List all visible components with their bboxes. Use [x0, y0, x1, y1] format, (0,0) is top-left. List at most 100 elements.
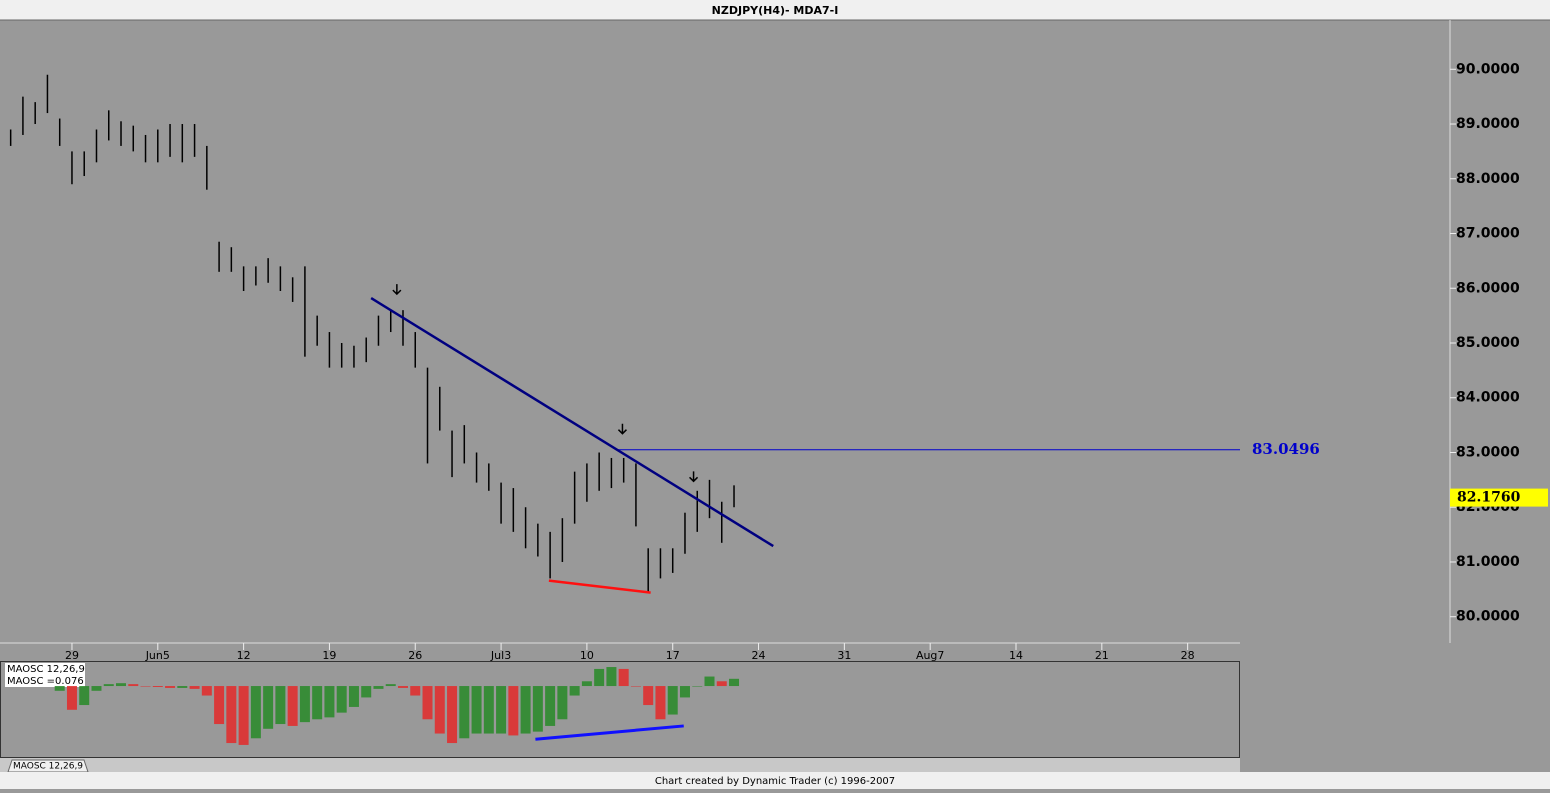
- osc-bar: [569, 686, 580, 696]
- osc-bar: [91, 686, 102, 691]
- title-bar: [0, 0, 1550, 20]
- y-tick-label: 88.0000: [1456, 171, 1520, 187]
- y-tick-label: 80.0000: [1456, 609, 1520, 625]
- x-tick-label: Aug7: [916, 649, 944, 662]
- osc-bar: [348, 686, 359, 707]
- osc-bar: [336, 686, 347, 713]
- osc-bar: [410, 686, 421, 696]
- x-tick-label: 29: [65, 649, 79, 662]
- y-tick-label: 81.0000: [1456, 554, 1520, 570]
- osc-bar: [618, 668, 629, 687]
- x-tick-label: 24: [752, 649, 766, 662]
- y-tick-label: 84.0000: [1456, 390, 1520, 406]
- osc-bar: [459, 686, 470, 739]
- osc-bar: [692, 686, 703, 687]
- osc-bar: [397, 686, 408, 688]
- x-tick-label: 28: [1181, 649, 1195, 662]
- osc-bar: [716, 681, 727, 687]
- osc-bar: [116, 683, 127, 687]
- x-tick-label: Jun5: [145, 649, 170, 662]
- osc-bar: [606, 667, 617, 687]
- y-tick-label: 87.0000: [1456, 226, 1520, 242]
- osc-bar: [361, 686, 372, 698]
- osc-bar: [165, 686, 176, 688]
- osc-bar: [545, 686, 556, 726]
- osc-bar: [128, 684, 139, 687]
- osc-bar: [324, 686, 335, 718]
- x-tick-label: 31: [837, 649, 851, 662]
- osc-bar: [581, 681, 592, 687]
- osc-bar: [275, 686, 286, 725]
- x-tick-label: 14: [1009, 649, 1023, 662]
- y-tick-label: 86.0000: [1456, 280, 1520, 296]
- level-label: 83.0496: [1252, 440, 1320, 458]
- osc-bar: [177, 686, 188, 688]
- osc-bar: [447, 686, 458, 744]
- osc-bar: [373, 686, 384, 689]
- tab-label[interactable]: MAOSC 12,26,9: [13, 762, 83, 772]
- osc-bar: [508, 686, 519, 736]
- osc-bar: [532, 686, 543, 732]
- osc-bar: [729, 678, 740, 687]
- y-tick-label: 85.0000: [1456, 335, 1520, 351]
- osc-bar: [520, 686, 531, 734]
- osc-bar: [103, 684, 114, 687]
- osc-bar: [152, 686, 163, 687]
- tab-bar: [0, 758, 1240, 772]
- osc-bar: [66, 686, 77, 710]
- osc-bar: [655, 686, 666, 720]
- chart-title: NZDJPY(H4)- MDA7-I: [712, 4, 839, 17]
- osc-label: MAOSC 12,26,9: [7, 664, 85, 675]
- osc-bar: [226, 686, 237, 744]
- osc-bar: [704, 676, 715, 687]
- last-price-label: 82.1760: [1457, 490, 1521, 506]
- arrow: [689, 471, 699, 483]
- footer-bar: [0, 772, 1550, 789]
- x-tick-label: Jul3: [490, 649, 511, 662]
- last-price-box: [1450, 488, 1548, 507]
- arrow: [617, 423, 627, 435]
- osc-bar: [250, 686, 261, 739]
- osc-bar: [140, 686, 151, 687]
- y-tick-label: 90.0000: [1456, 61, 1520, 77]
- osc-bar: [214, 686, 225, 725]
- osc-bar: [79, 686, 90, 706]
- x-tick-label: 21: [1095, 649, 1109, 662]
- trend-line: [370, 297, 774, 548]
- osc-bar: [557, 686, 568, 720]
- osc-bar: [630, 686, 641, 687]
- osc-bar: [385, 684, 396, 687]
- footer: Chart created by Dynamic Trader (c) 1996…: [655, 776, 895, 787]
- trend-line: [548, 579, 651, 594]
- osc-bar: [434, 686, 445, 734]
- osc-bar: [299, 686, 310, 723]
- x-tick-label: 12: [237, 649, 251, 662]
- osc-bar: [287, 686, 298, 726]
- osc-bar: [201, 686, 212, 696]
- x-tick-label: 10: [580, 649, 594, 662]
- osc-bar: [422, 686, 433, 720]
- osc-bar: [679, 686, 690, 698]
- osc-bar: [643, 686, 654, 706]
- osc-bar: [496, 686, 507, 734]
- osc-bar: [263, 686, 274, 729]
- y-tick-label: 89.0000: [1456, 116, 1520, 132]
- osc-trend-line: [535, 724, 684, 741]
- osc-bar: [483, 686, 494, 734]
- osc-bar: [189, 686, 200, 689]
- arrow: [392, 284, 402, 296]
- osc-value: MAOSC =0.076: [7, 676, 84, 687]
- x-tick-label: 26: [408, 649, 422, 662]
- osc-bar: [312, 686, 323, 720]
- x-tick-label: 17: [666, 649, 680, 662]
- y-tick-label: 83.0000: [1456, 444, 1520, 460]
- osc-label-box: [5, 663, 85, 675]
- osc-bar: [594, 668, 605, 687]
- osc-bar: [667, 686, 678, 715]
- x-tick-label: 19: [322, 649, 336, 662]
- osc-bar: [54, 686, 65, 691]
- osc-bar: [238, 686, 249, 745]
- osc-value-box: [5, 675, 85, 687]
